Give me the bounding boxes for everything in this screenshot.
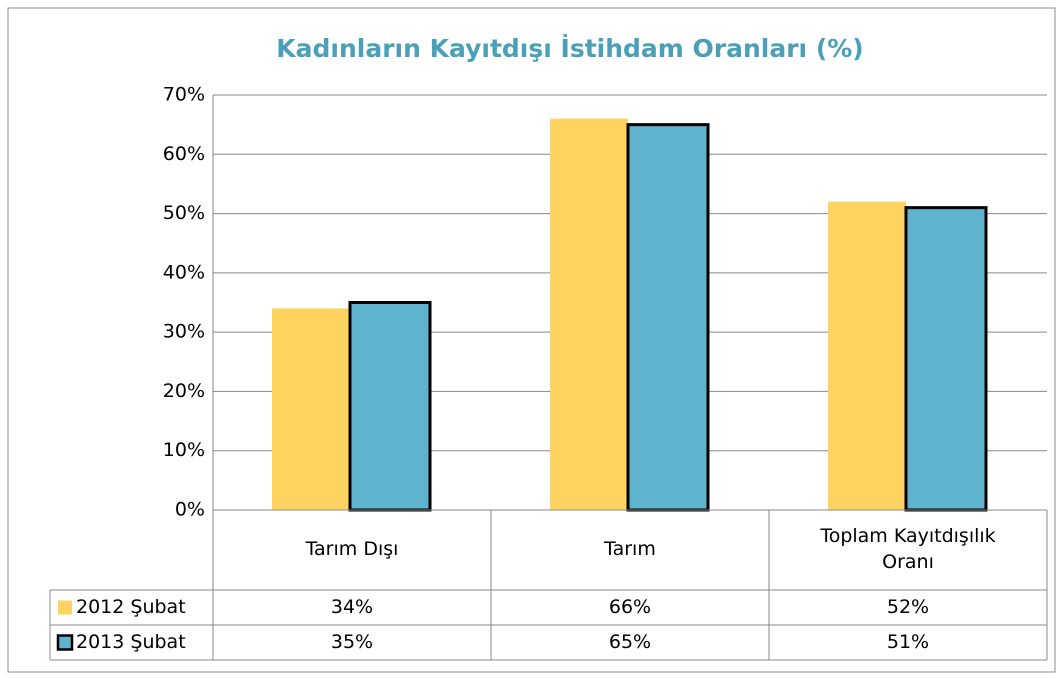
x-tick-label: Tarım [604, 538, 656, 561]
value-label: 35% [330, 630, 374, 653]
y-tick-label: 70% [163, 84, 205, 106]
legend-label: 2013 Şubat [76, 630, 186, 653]
bar [550, 118, 628, 510]
y-tick-label: 20% [163, 380, 205, 402]
chart-title: Kadınların Kayıtdışı İstihdam Oranları (… [276, 33, 863, 63]
y-tick-label: 0% [175, 499, 205, 521]
bar [348, 301, 432, 512]
bar [272, 308, 350, 510]
bar [904, 206, 988, 512]
value-label: 66% [608, 595, 652, 618]
y-tick-label: 50% [163, 202, 205, 224]
bar [828, 201, 906, 510]
legend-label: 2012 Şubat [76, 595, 186, 618]
value-label: 52% [886, 595, 930, 618]
y-tick-label: 10% [163, 439, 205, 461]
y-tick-label: 40% [163, 261, 205, 283]
x-tick-label: Tarım Dışı [305, 538, 399, 561]
value-label: 34% [330, 595, 374, 618]
legend-swatch [56, 634, 74, 651]
y-tick-label: 60% [163, 143, 205, 165]
legend-swatch [58, 600, 72, 615]
chart-border [7, 7, 1056, 673]
value-label: 65% [608, 630, 652, 653]
y-tick-label: 30% [163, 321, 205, 343]
x-tick-label: Toplam Kayıtdışılık Oranı [820, 525, 996, 573]
value-label: 51% [886, 630, 930, 653]
bar [626, 123, 710, 512]
